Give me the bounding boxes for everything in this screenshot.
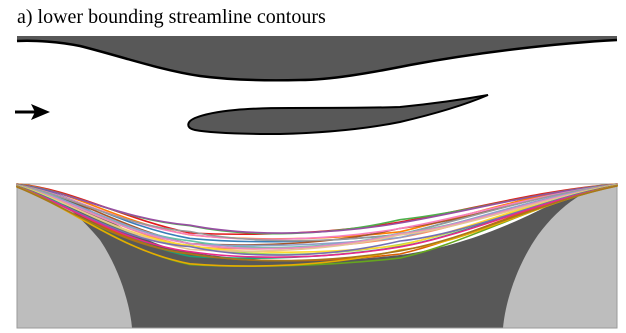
lower-frame: [16, 183, 618, 329]
flow-arrow-icon: [15, 104, 50, 120]
streamline: [16, 185, 618, 267]
streamline: [16, 184, 618, 258]
upper-wall-outline: [16, 38, 618, 82]
upper-wall: [17, 36, 617, 81]
streamline-bundle: [16, 183, 618, 267]
streamline: [16, 184, 618, 256]
streamline: [16, 183, 618, 242]
streamline: [16, 184, 618, 247]
left-solid-region: [17, 186, 132, 328]
streamline: [16, 185, 618, 262]
airfoil: [187, 94, 489, 136]
streamline: [16, 184, 618, 250]
right-solid-region: [503, 184, 617, 328]
streamline: [16, 184, 618, 252]
dark-channel-region: [17, 185, 617, 328]
streamline: [16, 183, 618, 234]
lower-wall: [16, 183, 618, 329]
figure-caption: a) lower bounding streamline contours: [17, 6, 326, 28]
